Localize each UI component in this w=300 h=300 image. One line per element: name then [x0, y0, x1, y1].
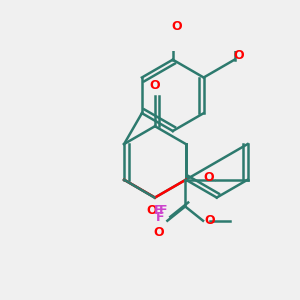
Text: O: O — [154, 226, 164, 239]
Text: O: O — [204, 214, 215, 227]
Text: F: F — [156, 212, 165, 224]
Text: F: F — [153, 203, 162, 217]
Text: F: F — [159, 203, 167, 217]
Text: O: O — [150, 79, 160, 92]
Text: O: O — [203, 171, 214, 184]
Text: O: O — [233, 49, 244, 62]
Text: O: O — [171, 20, 182, 34]
Text: O: O — [147, 203, 157, 217]
